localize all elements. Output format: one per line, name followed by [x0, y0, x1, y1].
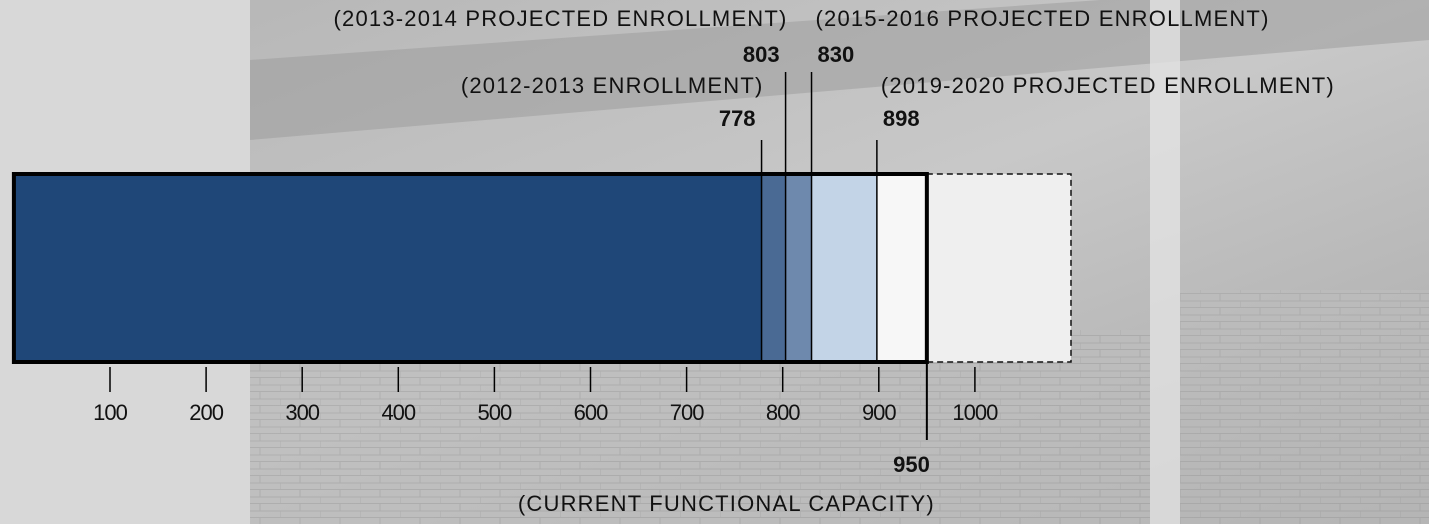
enrollment-segment — [762, 174, 786, 362]
marker-label: (2013-2014 PROJECTED ENROLLMENT) — [333, 6, 787, 31]
beyond-capacity — [927, 174, 1071, 362]
x-tick-label: 400 — [381, 400, 415, 425]
x-tick-label: 1000 — [952, 400, 998, 425]
x-tick-label: 600 — [574, 400, 608, 425]
marker-value: 778 — [719, 106, 756, 131]
chart: 778 (2012-2013 ENROLLMENT) 803 (2013-2014 P… — [0, 0, 1429, 524]
marker-label: (2012-2013 ENROLLMENT) — [461, 73, 764, 98]
x-tick-label: 200 — [189, 400, 223, 425]
x-tick-label: 100 — [93, 400, 127, 425]
x-tick-label: 700 — [670, 400, 704, 425]
x-tick-label: 500 — [478, 400, 512, 425]
marker-value: 803 — [743, 42, 780, 67]
marker-value: 830 — [818, 42, 855, 67]
capacity-label: (CURRENT FUNCTIONAL CAPACITY) — [518, 491, 935, 516]
marker-label: (2015-2016 PROJECTED ENROLLMENT) — [816, 6, 1270, 31]
x-tick-label: 800 — [766, 400, 800, 425]
marker-label: (2019-2020 PROJECTED ENROLLMENT) — [881, 73, 1335, 98]
x-tick-label: 900 — [862, 400, 896, 425]
capacity-segment — [877, 174, 927, 362]
enrollment-segment — [14, 174, 762, 362]
x-tick-label: 300 — [285, 400, 319, 425]
marker-value: 898 — [883, 106, 920, 131]
capacity-value: 950 — [893, 452, 930, 477]
enrollment-segment — [786, 174, 812, 362]
enrollment-segment — [812, 174, 877, 362]
